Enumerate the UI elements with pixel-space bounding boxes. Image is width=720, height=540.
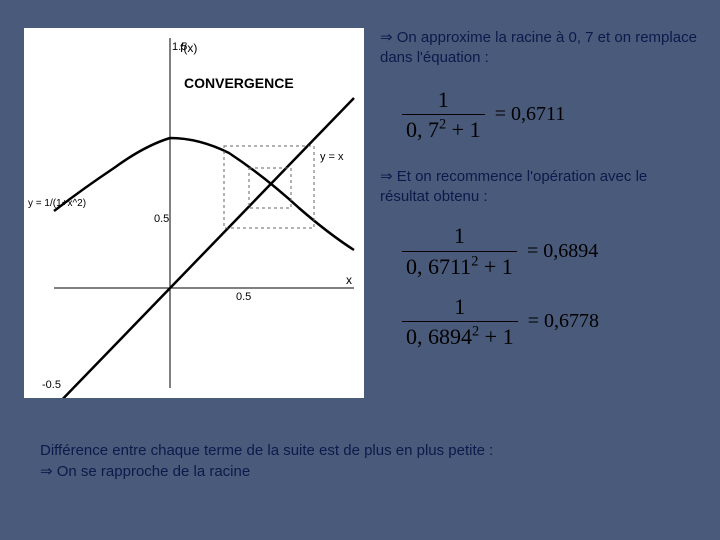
y-axis-label: f(x) (180, 41, 197, 55)
formula-3: 1 0, 68942 + 1 = 0,6778 (402, 292, 700, 352)
para2-text: Et on recommence l'opération avec le rés… (380, 168, 647, 205)
f1-den-tail: + 1 (446, 117, 480, 142)
curve-label: y = 1/(1+x^2) (28, 198, 86, 209)
graph-svg: 1.5 0.5 -0.5 0.5 x f(x) CONVERGENCE y = … (24, 28, 364, 398)
y-tick-0.5: 0.5 (154, 213, 169, 225)
x-axis-label: x (346, 273, 352, 287)
paragraph-1: ⇒ On approxime la racine à 0, 7 et on re… (380, 28, 700, 69)
line-label: y = x (320, 151, 344, 163)
arrow-icon: ⇒ (380, 169, 393, 185)
right-text-column: ⇒ On approxime la racine à 0, 7 et on re… (380, 28, 700, 352)
f3-den-tail: + 1 (479, 324, 513, 349)
arrow-icon: ⇒ (40, 464, 53, 480)
x-tick-0.5: 0.5 (236, 291, 251, 303)
f2-den-tail: + 1 (478, 254, 512, 279)
f2-den-base: 0, 6711 (406, 254, 471, 279)
f3-result: = 0,6778 (528, 308, 599, 335)
arrow-icon: ⇒ (380, 30, 393, 46)
zoom-box-inner (249, 168, 291, 208)
bottom-line-2-text: On se rapproche de la racine (53, 463, 251, 480)
f3-den-base: 0, 6894 (406, 324, 472, 349)
f1-den-base: 0, 7 (406, 117, 439, 142)
f2-result: = 0,6894 (527, 238, 598, 265)
graph-title: CONVERGENCE (184, 75, 294, 91)
convergence-graph: 1.5 0.5 -0.5 0.5 x f(x) CONVERGENCE y = … (24, 28, 364, 398)
bottom-line-2: ⇒ On se rapproche de la racine (40, 461, 680, 483)
f2-num: 1 (402, 221, 517, 251)
bottom-paragraph: Différence entre chaque terme de la suit… (40, 440, 680, 483)
f1-num: 1 (402, 85, 485, 115)
curve-1-over-1plusx2 (54, 138, 354, 250)
formula-1: 1 0, 72 + 1 = 0,6711 (402, 85, 700, 145)
bottom-line-1: Différence entre chaque terme de la suit… (40, 440, 680, 461)
para1-text: On approxime la racine à 0, 7 et on remp… (380, 29, 697, 66)
f1-result: = 0,6711 (495, 101, 566, 128)
paragraph-2: ⇒ Et on recommence l'opération avec le r… (380, 167, 700, 208)
x-tick--0.5: -0.5 (42, 379, 61, 391)
formula-2: 1 0, 67112 + 1 = 0,6894 (402, 221, 700, 281)
f3-num: 1 (402, 292, 518, 322)
